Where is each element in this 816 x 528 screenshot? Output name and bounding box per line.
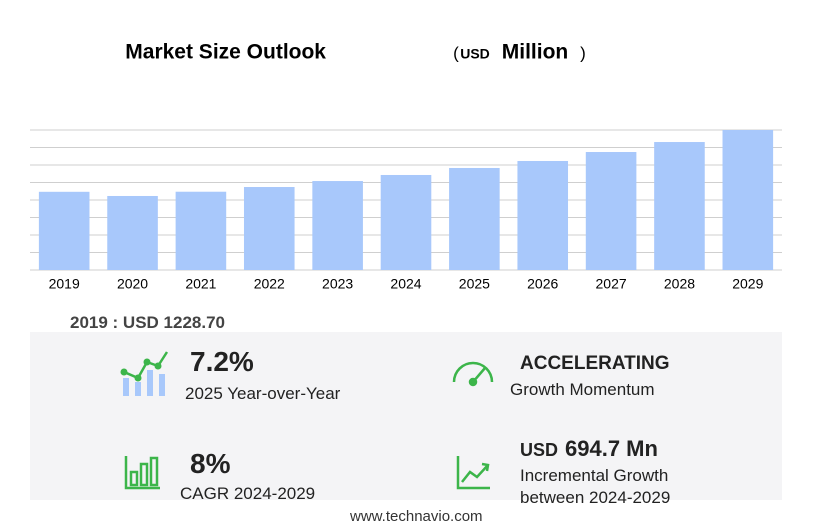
footer: www.technavio.com: [350, 508, 483, 525]
x-tick-label: 2022: [254, 276, 285, 292]
bar: [585, 152, 637, 270]
bar: [312, 181, 363, 270]
x-tick-label: 2019: [49, 276, 80, 292]
x-tick-label: 2025: [459, 276, 490, 292]
bar: [38, 191, 90, 270]
x-tick-label: 2028: [664, 276, 695, 292]
x-tick-label: 2020: [117, 276, 148, 292]
kpi-label: Growth Momentum: [510, 380, 655, 399]
kpi-currency: USD: [520, 440, 559, 460]
kpi-value: ACCELERATING: [520, 353, 670, 374]
chart-title: Market Size Outlook: [125, 41, 326, 64]
bar: [517, 160, 569, 270]
x-tick-label: 2021: [185, 276, 216, 292]
x-tick-label: 2029: [732, 276, 763, 292]
kpi-panel: [30, 332, 782, 500]
kpi-label: 2025 Year-over-Year: [185, 384, 341, 403]
x-tick-label: 2024: [390, 276, 421, 292]
units-open: (: [453, 43, 459, 62]
bar: [380, 174, 432, 270]
trend-icon: [456, 456, 490, 490]
kpi-label: Incremental Growth: [520, 466, 669, 485]
bar: [175, 191, 227, 270]
kpi-label: CAGR 2024-2029: [180, 484, 316, 503]
bars-icon: [124, 456, 160, 490]
x-tick-label: 2023: [322, 276, 353, 292]
bar: [243, 187, 295, 270]
highlight: 2019 : USD 1228.70: [70, 313, 225, 332]
gauge-icon: [452, 361, 494, 387]
x-tick-label: 2026: [527, 276, 558, 292]
bar: [449, 167, 500, 270]
growth-icon: [120, 351, 169, 396]
bar: [722, 130, 774, 270]
bar: [107, 195, 158, 270]
units-currency: USD: [460, 46, 490, 62]
units-close: ): [580, 43, 586, 62]
kpi-value: 8%: [190, 448, 231, 479]
kpi-value: 694.7 Mn: [565, 436, 658, 461]
bar: [654, 142, 705, 270]
kpi-value: 7.2%: [190, 346, 254, 377]
chart: Market Size Outlook ( USD Million ) 2019…: [30, 41, 782, 292]
kpi-label: between 2024-2029: [520, 488, 671, 507]
x-tick-label: 2027: [596, 276, 627, 292]
units-scale: Million: [502, 41, 569, 64]
